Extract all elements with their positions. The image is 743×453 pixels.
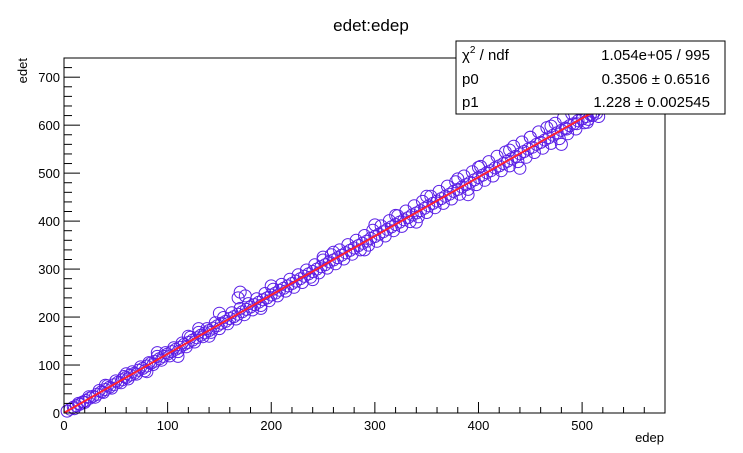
x-tick-label: 0 (60, 418, 67, 433)
data-point (238, 289, 252, 303)
data-point (507, 139, 521, 153)
y-tick-label: 700 (38, 70, 60, 85)
stats-box-frame (455, 40, 726, 115)
data-point (217, 311, 231, 324)
stats-box: χ2 / ndf 1.054e+05 / 995 p0 0.3506 ± 0.6… (455, 40, 726, 115)
data-point (358, 243, 371, 257)
x-tick-label: 200 (260, 418, 282, 433)
data-point (513, 161, 527, 175)
data-point (266, 282, 280, 296)
y-axis: 0 100 200 300 400 500 600 700 (38, 57, 80, 421)
data-point (171, 349, 185, 363)
data-point (472, 160, 485, 174)
data-point (212, 306, 226, 320)
data-point (554, 137, 568, 151)
data-point (569, 122, 583, 136)
y-tick-label: 300 (38, 262, 60, 277)
data-point (335, 248, 349, 262)
y-tick-label: 200 (38, 310, 60, 325)
data-point (254, 299, 268, 312)
data-point (409, 215, 423, 229)
data-point (96, 385, 110, 399)
data-point (254, 301, 268, 315)
y-tick-label: 0 (53, 406, 60, 421)
data-point (420, 189, 434, 203)
data-point (517, 145, 531, 158)
data-point (536, 141, 550, 155)
x-tick-label: 400 (468, 418, 490, 433)
y-tick-label: 400 (38, 214, 60, 229)
x-tick-label: 300 (364, 418, 386, 433)
data-point (297, 269, 311, 283)
data-point (552, 132, 566, 146)
data-point (461, 188, 475, 202)
data-point (264, 279, 278, 293)
y-tick-label: 500 (38, 166, 60, 181)
data-point (474, 159, 488, 173)
data-point (519, 150, 533, 164)
data-point (248, 298, 262, 312)
x-tick-label: 100 (157, 418, 179, 433)
stats-p0-label: p0 (462, 71, 479, 88)
data-point (560, 122, 574, 136)
data-point (440, 179, 454, 193)
y-tick-label: 600 (38, 118, 60, 133)
data-point (457, 169, 471, 183)
stats-p1-label: p1 (462, 94, 479, 111)
x-axis-label: edep (635, 430, 664, 445)
data-point (231, 291, 245, 305)
data-point (389, 218, 403, 231)
data-point (304, 270, 318, 284)
data-point (88, 390, 102, 404)
data-point (451, 172, 465, 186)
chart-title: edet:edep (333, 16, 409, 35)
data-point (380, 222, 394, 236)
data-point (567, 117, 581, 131)
data-point (306, 273, 320, 287)
stats-p0-value: 0.3506 ± 0.6516 (602, 71, 710, 88)
data-point (79, 394, 93, 407)
data-point (534, 135, 548, 149)
data-point (561, 127, 575, 141)
stats-chi2-value: 1.054e+05 / 995 (601, 47, 710, 64)
data-point (368, 218, 382, 232)
data-point (424, 189, 438, 203)
data-point (150, 346, 164, 360)
data-point (239, 302, 253, 316)
data-point (544, 119, 558, 133)
data-point (326, 245, 340, 259)
x-tick-label: 500 (571, 418, 593, 433)
y-axis-label: edet (15, 58, 30, 84)
data-point (343, 243, 357, 257)
data-point (73, 397, 86, 411)
fit-line (63, 110, 596, 414)
data-point (83, 391, 97, 405)
data-point (525, 140, 539, 154)
data-point (538, 133, 552, 147)
data-point (523, 130, 537, 144)
data-point (82, 390, 96, 404)
data-point (225, 306, 239, 320)
stats-p1-value: 1.228 ± 0.002545 (593, 94, 710, 111)
data-point (515, 135, 529, 149)
data-point (407, 199, 421, 213)
stats-chi2-label: χ2 / ndf (462, 45, 510, 64)
data-point (544, 136, 558, 150)
data-point (72, 396, 85, 410)
y-tick-label: 100 (38, 358, 60, 373)
data-point (117, 370, 131, 383)
data-point (503, 143, 517, 157)
data-point (192, 322, 206, 336)
data-point (306, 265, 320, 278)
x-axis: 0 100 200 300 400 500 (60, 402, 645, 433)
data-point (389, 208, 403, 222)
data-point (490, 149, 504, 163)
